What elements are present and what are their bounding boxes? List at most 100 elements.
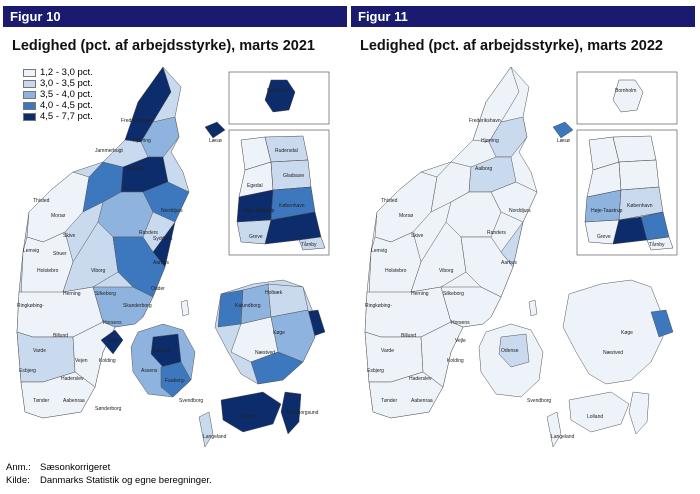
svg-text:Randers: Randers (139, 230, 158, 236)
svg-text:Hjørring: Hjørring (481, 138, 499, 144)
svg-text:Greve: Greve (249, 234, 263, 240)
svg-text:Lemvig: Lemvig (371, 248, 387, 254)
map-2022: Frederikshavn Hjørring Aalborg Thisted M… (364, 66, 678, 448)
note-row: Anm.: Sæsonkorrigeret (6, 461, 212, 474)
legend-swatch (23, 101, 36, 110)
svg-text:Norddjurs: Norddjurs (509, 208, 531, 214)
svg-text:Rudersdal: Rudersdal (275, 148, 298, 154)
svg-text:Greve: Greve (597, 234, 611, 240)
svg-text:Svendborg: Svendborg (179, 398, 203, 404)
svg-text:Hjørring: Hjørring (133, 138, 151, 144)
legend-label: 4,0 - 4,5 pct. (40, 100, 93, 111)
svg-text:Frederikshavn: Frederikshavn (121, 118, 153, 124)
map-2021-labels: Frederikshavn Jammerbugt Hjørring Aalbor… (17, 88, 319, 440)
legend-item: 4,5 - 7,7 pct. (23, 111, 93, 122)
svg-text:Læsø: Læsø (209, 138, 222, 144)
svg-text:Ringkøbing-: Ringkøbing- (365, 303, 392, 309)
legend-item: 3,0 - 3,5 pct. (23, 78, 93, 89)
svg-text:Jammerbugt: Jammerbugt (95, 148, 123, 154)
note-key: Anm.: (6, 462, 31, 473)
figure-11-tag: Figur 11 (358, 9, 408, 24)
svg-text:Svendborg: Svendborg (527, 398, 551, 404)
svg-text:Thisted: Thisted (381, 198, 398, 204)
svg-text:Vejle: Vejle (455, 338, 466, 344)
svg-text:København: København (627, 203, 653, 209)
legend-label: 3,5 - 4,0 pct. (40, 89, 93, 100)
figure-11-title: Ledighed (pct. af arbejdsstyrke), marts … (360, 38, 663, 54)
svg-text:Høje-Taastrup: Høje-Taastrup (243, 208, 275, 214)
svg-text:Lolland: Lolland (239, 414, 255, 420)
svg-text:Struer: Struer (53, 251, 67, 257)
legend-swatch (23, 68, 36, 77)
legend-swatch (23, 112, 36, 121)
svg-text:Skive: Skive (63, 233, 75, 239)
svg-text:Holstebro: Holstebro (385, 268, 407, 274)
legend-swatch (23, 79, 36, 88)
svg-text:Odder: Odder (151, 286, 165, 292)
svg-text:Varde: Varde (381, 348, 394, 354)
svg-text:Thisted: Thisted (33, 198, 50, 204)
svg-text:Vejle: Vejle (107, 338, 118, 344)
svg-text:Næstved: Næstved (603, 350, 623, 356)
svg-text:Høje-Taastrup: Høje-Taastrup (591, 208, 623, 214)
svg-text:Næstved: Næstved (255, 350, 275, 356)
bornholm-island (264, 79, 296, 113)
svg-text:Viborg: Viborg (439, 268, 454, 274)
svg-text:Langeland: Langeland (203, 434, 227, 440)
svg-text:Billund: Billund (401, 333, 416, 339)
note-row: Kilde: Danmarks Statistik og egne beregn… (6, 474, 212, 487)
figure-10-tag: Figur 10 (10, 9, 61, 24)
svg-text:Morsø: Morsø (399, 213, 413, 219)
svg-text:Lolland: Lolland (587, 414, 603, 420)
legend: 1,2 - 3,0 pct. 3,0 - 3,5 pct. 3,5 - 4,0 … (23, 67, 93, 122)
svg-text:Aabenraa: Aabenraa (411, 398, 433, 404)
svg-text:Skanderborg: Skanderborg (123, 303, 152, 309)
svg-text:Langeland: Langeland (551, 434, 575, 440)
svg-text:Horsens: Horsens (103, 320, 122, 326)
svg-text:Ringkøbing-: Ringkøbing- (17, 303, 44, 309)
legend-label: 3,0 - 3,5 pct. (40, 78, 93, 89)
svg-text:Viborg: Viborg (91, 268, 106, 274)
svg-text:Aalborg: Aalborg (475, 166, 492, 172)
zealand-island (562, 279, 664, 385)
legend-swatch (23, 90, 36, 99)
svg-text:Silkeborg: Silkeborg (443, 291, 464, 297)
svg-text:Bornholm: Bornholm (267, 88, 288, 94)
svg-text:Køge: Køge (621, 330, 633, 336)
figure-11-panel: Figur 11 Ledighed (pct. af arbejdsstyrke… (351, 6, 695, 454)
legend-label: 1,2 - 3,0 pct. (40, 67, 93, 78)
svg-text:Kolding: Kolding (447, 358, 464, 364)
figure-10-panel: Figur 10 Ledighed (pct. af arbejdsstyrke… (3, 6, 347, 454)
svg-text:Lemvig: Lemvig (23, 248, 39, 254)
svg-text:Morsø: Morsø (51, 213, 65, 219)
svg-text:Guldborgsund: Guldborgsund (287, 410, 319, 416)
svg-text:Haderslev: Haderslev (409, 376, 432, 382)
svg-text:Læsø: Læsø (557, 138, 570, 144)
svg-text:Odense: Odense (501, 348, 519, 354)
svg-text:Herning: Herning (411, 291, 429, 297)
svg-text:Vejen: Vejen (75, 358, 88, 364)
svg-text:Horsens: Horsens (451, 320, 470, 326)
svg-text:Herning: Herning (63, 291, 81, 297)
svg-text:Randers: Randers (487, 230, 506, 236)
note-text: Sæsonkorrigeret (40, 462, 111, 473)
svg-text:Frederikshavn: Frederikshavn (469, 118, 501, 124)
figure-10-header: Figur 10 (3, 6, 347, 27)
svg-text:Norddjurs: Norddjurs (161, 208, 183, 214)
legend-label: 4,5 - 7,7 pct. (40, 111, 93, 122)
svg-text:Tønder: Tønder (33, 398, 49, 404)
svg-text:Sønderborg: Sønderborg (95, 406, 122, 412)
svg-text:København: København (279, 203, 305, 209)
svg-text:Kolding: Kolding (99, 358, 116, 364)
note-key: Kilde: (6, 475, 30, 486)
map-2022-labels: Frederikshavn Hjørring Aalborg Thisted M… (365, 88, 665, 440)
legend-item: 1,2 - 3,0 pct. (23, 67, 93, 78)
svg-text:Esbjerg: Esbjerg (19, 368, 36, 374)
svg-text:Aarhus: Aarhus (501, 260, 517, 266)
bornholm-island (612, 79, 644, 113)
svg-text:Varde: Varde (33, 348, 46, 354)
svg-text:Silkeborg: Silkeborg (95, 291, 116, 297)
svg-text:Kalundborg: Kalundborg (235, 303, 261, 309)
legend-item: 3,5 - 4,0 pct. (23, 89, 93, 100)
svg-text:Holbæk: Holbæk (265, 290, 283, 296)
